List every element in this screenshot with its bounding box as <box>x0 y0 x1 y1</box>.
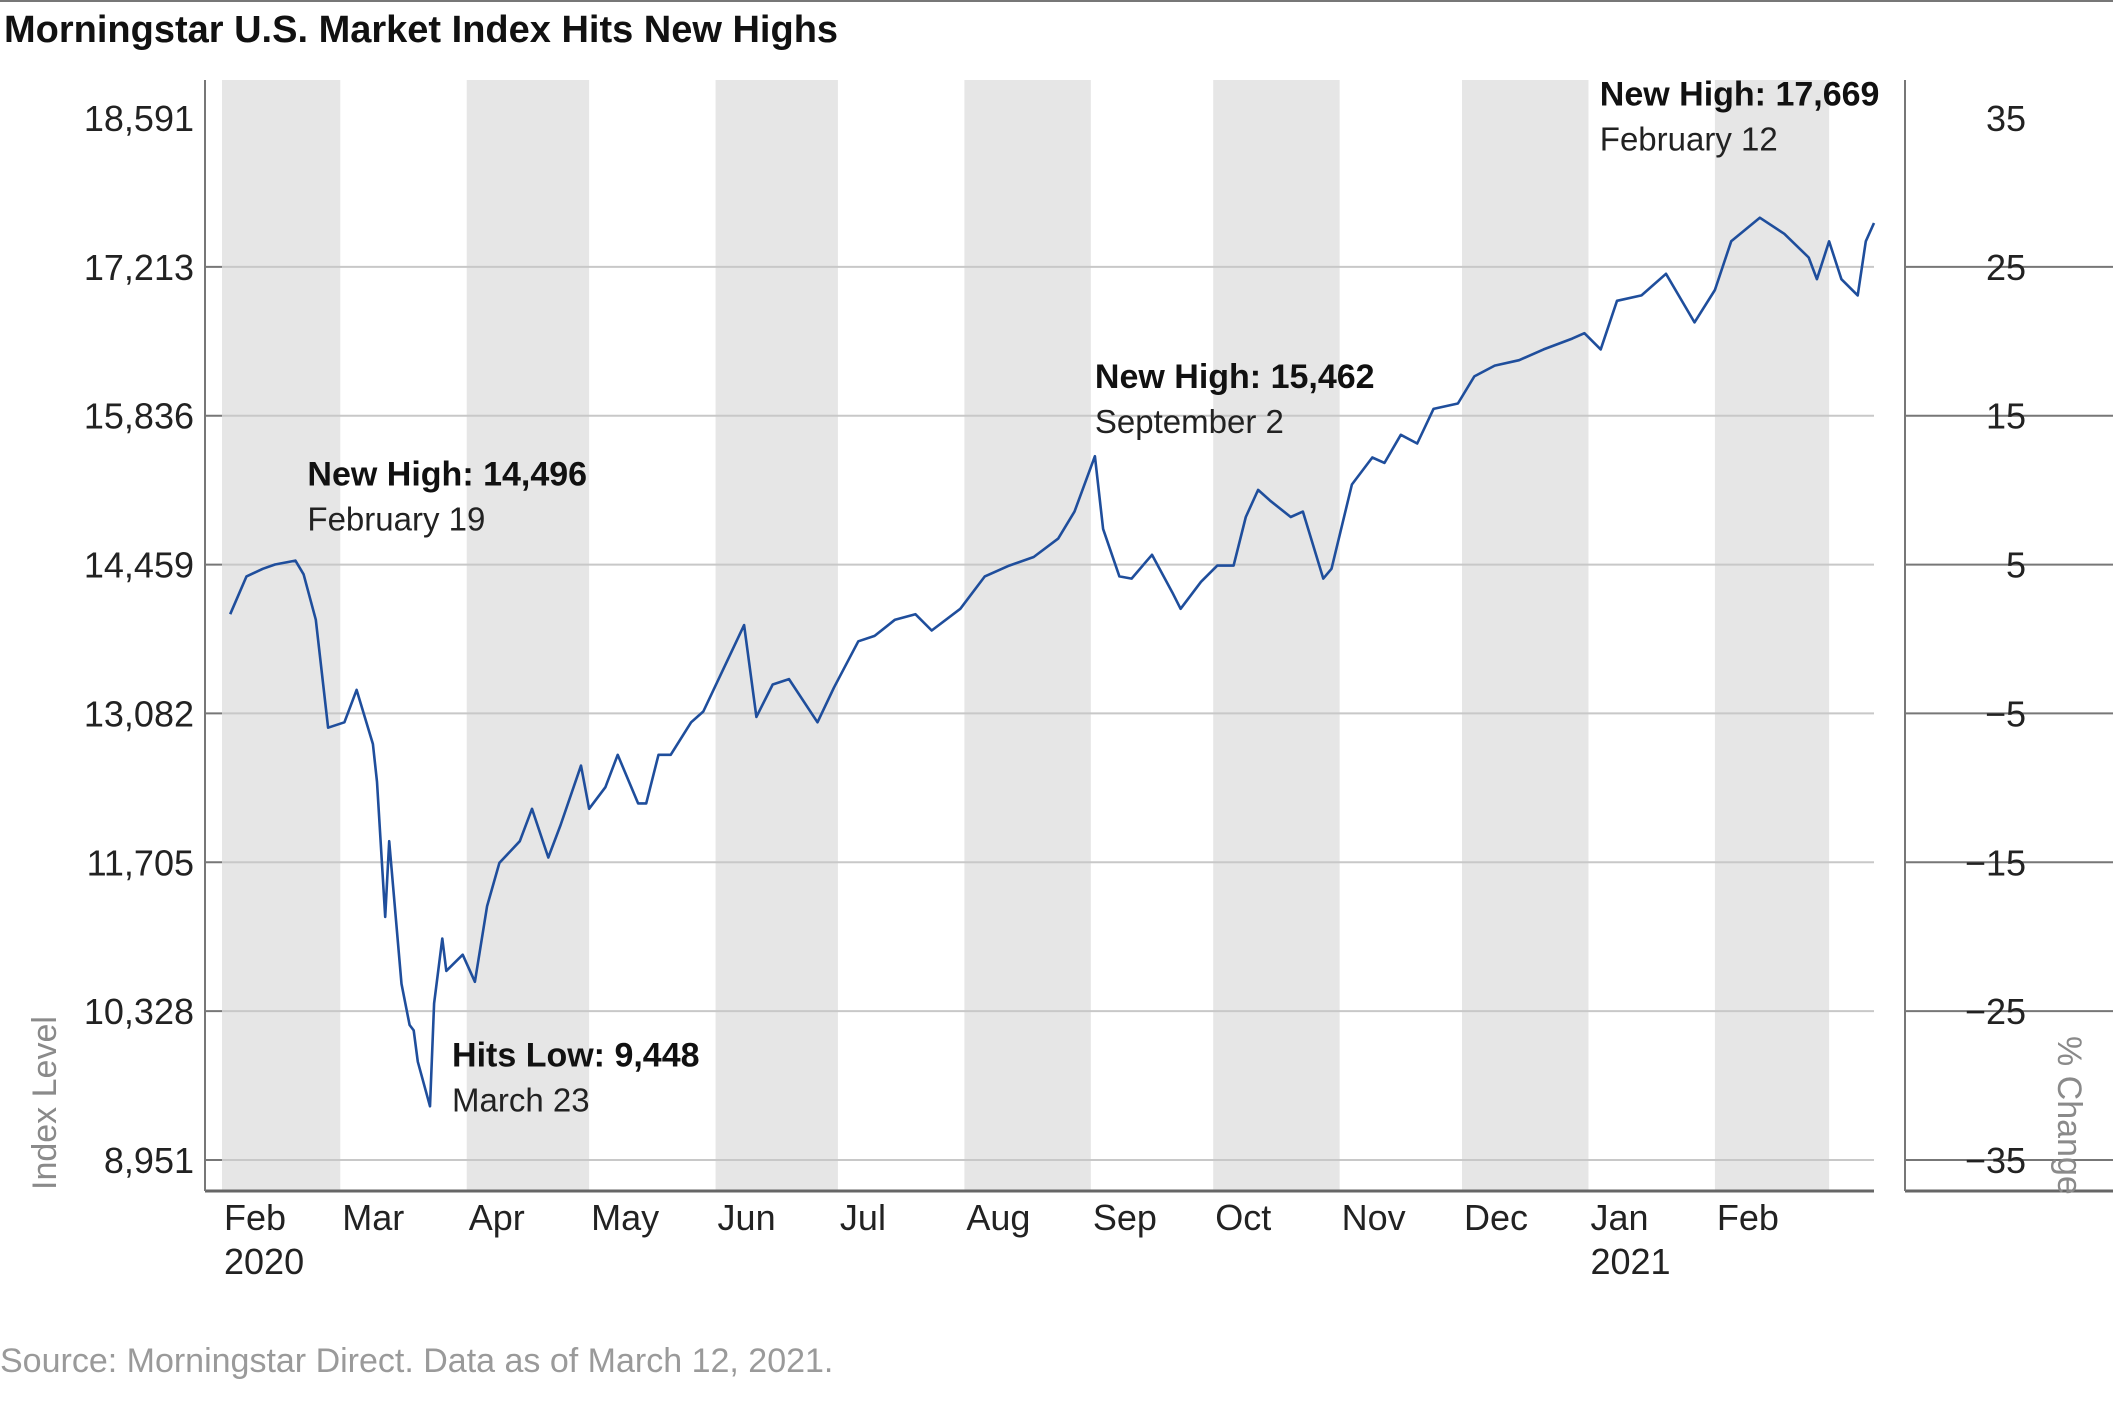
annotation-date: September 2 <box>1095 403 1284 440</box>
x-year-label: 2021 <box>1590 1241 1670 1282</box>
x-tick-label: Sep <box>1093 1197 1157 1238</box>
series-line <box>229 216 1876 1108</box>
annotation-head: New High: 15,462 <box>1095 358 1375 396</box>
source-note: Source: Morningstar Direct. Data as of M… <box>0 1342 833 1380</box>
y-tick-label: 14,459 <box>84 545 194 586</box>
annotation-date: February 12 <box>1600 121 1778 158</box>
x-tick-label: Dec <box>1464 1197 1528 1238</box>
annotation-head: New High: 14,496 <box>307 456 587 494</box>
x-tick-label: Feb <box>224 1197 286 1238</box>
x-tick-label: Aug <box>966 1197 1030 1238</box>
month-bands <box>222 80 1830 1191</box>
y-tick-label: 17,213 <box>84 247 194 288</box>
month-band <box>222 80 341 1191</box>
y2-tick-label: 5 <box>2006 545 2026 586</box>
month-band <box>466 80 590 1191</box>
y2-tick-label: −15 <box>1965 842 2026 883</box>
y-tick-label: 10,328 <box>84 991 194 1032</box>
month-band <box>715 80 838 1191</box>
annotation-head: Hits Low: 9,448 <box>452 1036 700 1074</box>
y2-axis-title: % Change <box>2050 1036 2088 1195</box>
axes <box>0 0 2113 1193</box>
x-year-label: 2020 <box>224 1241 304 1282</box>
x-tick-label: May <box>591 1197 659 1238</box>
y2-tick-label: 25 <box>1986 247 2026 288</box>
x-tick-label: Apr <box>469 1197 525 1238</box>
x-tick-label: Feb <box>1717 1197 1779 1238</box>
y-tick-label: 15,836 <box>84 396 194 437</box>
month-band <box>1462 80 1589 1191</box>
y2-tick-label: −35 <box>1965 1140 2026 1181</box>
y2-tick-label: −25 <box>1965 991 2026 1032</box>
annotation-head: New High: 17,669 <box>1600 76 1880 114</box>
annotations: New High: 14,496 February 19 Hits Low: 9,4… <box>307 76 1879 1119</box>
x-tick-label: Mar <box>342 1197 404 1238</box>
month-band <box>1213 80 1340 1191</box>
y-axis-title: Index Level <box>26 1016 64 1190</box>
tick-labels: 18,591 17,213 15,836 14,459 13,082 11,705 10,3… <box>26 98 2088 1282</box>
month-band <box>964 80 1091 1191</box>
x-tick-label: Jun <box>718 1197 776 1238</box>
y2-tick-label: 35 <box>1986 98 2026 139</box>
y-tick-label: 13,082 <box>84 693 194 734</box>
x-tick-label: Nov <box>1342 1197 1406 1238</box>
chart-title: Morningstar U.S. Market Index Hits New H… <box>4 9 838 51</box>
x-tick-label: Oct <box>1215 1197 1271 1238</box>
y-tick-label: 11,705 <box>87 842 194 883</box>
y2-tick-label: −5 <box>1985 693 2026 734</box>
annotation-date: February 19 <box>307 501 485 538</box>
month-band <box>1714 80 1830 1191</box>
y-tick-label: 18,591 <box>84 98 194 139</box>
y2-tick-label: 15 <box>1986 396 2026 437</box>
annotation-date: March 23 <box>452 1081 590 1118</box>
x-tick-label: Jul <box>840 1197 886 1238</box>
y-tick-label: 8,951 <box>104 1140 194 1181</box>
gridlines <box>205 265 2113 1161</box>
x-tick-label: Jan <box>1590 1197 1648 1238</box>
